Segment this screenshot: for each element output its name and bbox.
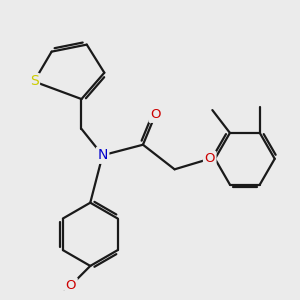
Text: O: O xyxy=(205,152,215,165)
Text: N: N xyxy=(98,148,108,162)
Text: O: O xyxy=(66,279,76,292)
Text: O: O xyxy=(150,108,160,122)
Text: S: S xyxy=(30,74,38,88)
